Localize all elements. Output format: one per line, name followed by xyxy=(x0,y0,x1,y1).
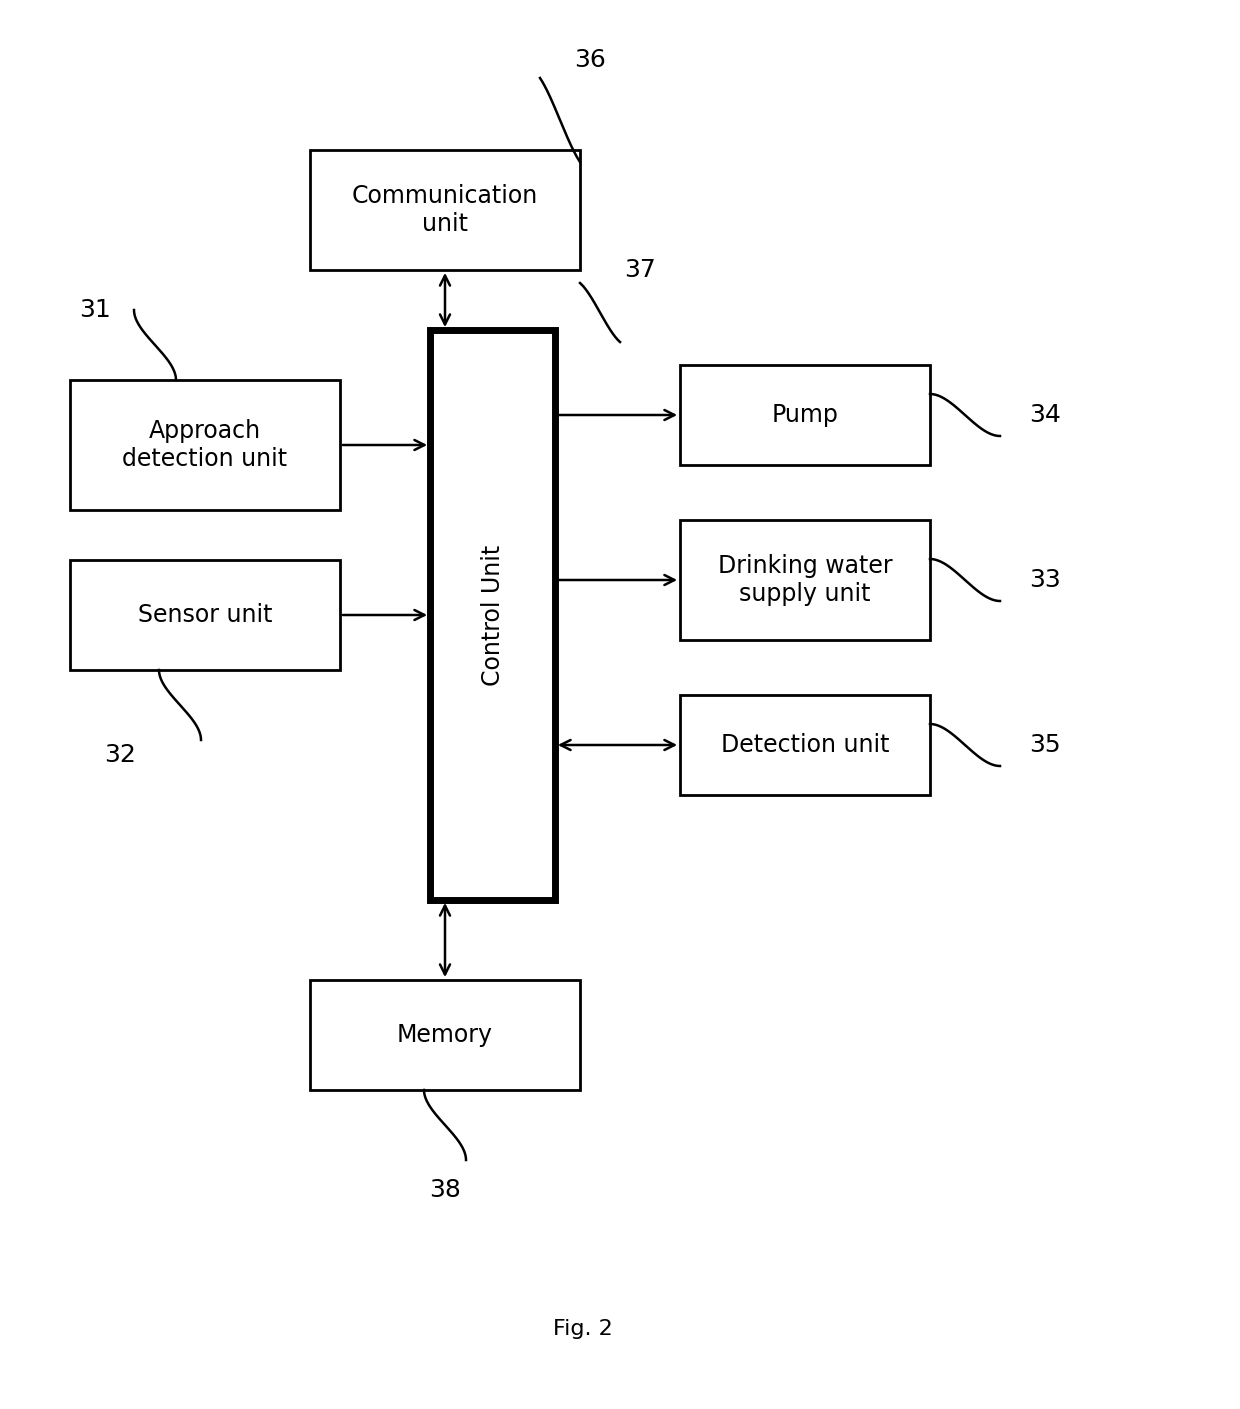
Text: Approach
detection unit: Approach detection unit xyxy=(123,418,288,471)
Text: Fig. 2: Fig. 2 xyxy=(553,1319,613,1339)
Bar xyxy=(69,380,340,510)
Text: 37: 37 xyxy=(624,258,656,282)
Bar xyxy=(430,330,556,900)
Text: 38: 38 xyxy=(429,1178,461,1202)
Bar xyxy=(310,149,580,271)
Text: 34: 34 xyxy=(1029,403,1061,427)
Text: 33: 33 xyxy=(1029,568,1061,592)
Text: 32: 32 xyxy=(104,743,136,766)
Bar xyxy=(310,981,580,1091)
Text: Control Unit: Control Unit xyxy=(481,544,505,686)
Bar xyxy=(680,695,930,795)
Text: Detection unit: Detection unit xyxy=(720,733,889,757)
Text: Sensor unit: Sensor unit xyxy=(138,603,273,627)
Text: Drinking water
supply unit: Drinking water supply unit xyxy=(718,554,893,606)
Text: 31: 31 xyxy=(79,297,110,323)
Bar xyxy=(69,559,340,671)
Text: 35: 35 xyxy=(1029,733,1060,757)
Text: 36: 36 xyxy=(574,48,606,72)
Text: Communication
unit: Communication unit xyxy=(352,185,538,235)
Bar xyxy=(680,520,930,640)
Text: Pump: Pump xyxy=(771,403,838,427)
Text: Memory: Memory xyxy=(397,1023,494,1047)
Bar xyxy=(680,365,930,465)
